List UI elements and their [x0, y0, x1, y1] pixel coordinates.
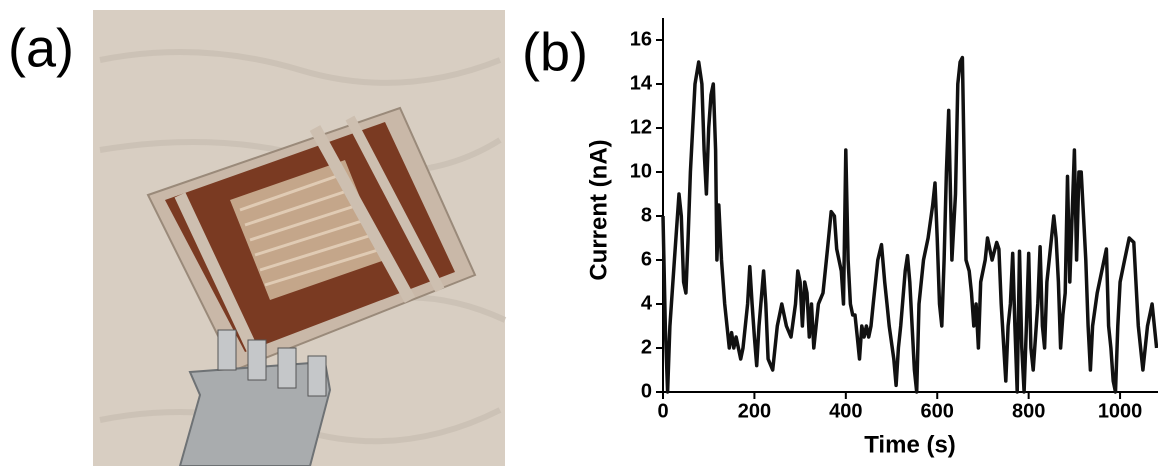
y-tick-label: 4 [641, 292, 653, 314]
y-tick-label: 6 [641, 248, 652, 270]
y-tick-label: 14 [630, 72, 653, 94]
x-tick-label: 0 [657, 400, 668, 422]
panel-label: (b) [522, 22, 588, 82]
x-tick-label: 800 [1012, 400, 1045, 422]
y-tick-label: 0 [641, 380, 652, 402]
y-axis-label: Current (nA) [585, 139, 612, 280]
x-tick-label: 200 [738, 400, 771, 422]
y-tick-label: 8 [641, 204, 652, 226]
x-tick-label: 400 [829, 400, 862, 422]
panel-label: (a) [8, 18, 74, 78]
y-tick-label: 2 [641, 336, 652, 358]
y-tick-label: 12 [630, 116, 652, 138]
y-tick-label: 16 [630, 28, 652, 50]
photo [93, 10, 507, 466]
data-line [661, 55, 1158, 394]
x-tick-label: 600 [921, 400, 954, 422]
y-tick-label: 10 [630, 160, 652, 182]
x-axis-label: Time (s) [864, 431, 956, 458]
x-tick-label: 1000 [1098, 400, 1143, 422]
